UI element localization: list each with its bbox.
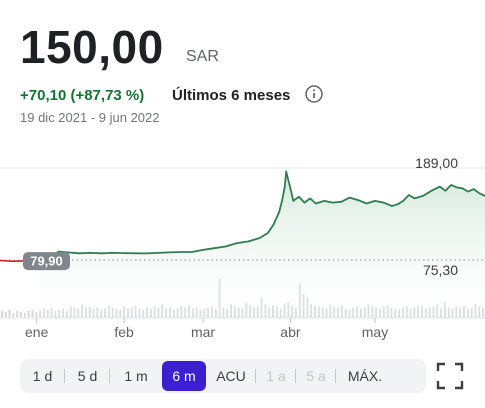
x-axis-ticks: ene feb mar abr may: [25, 318, 388, 340]
range-button[interactable]: 1 d: [20, 361, 65, 391]
volume-bar: [23, 312, 26, 317]
volume-bar: [4, 311, 7, 317]
volume-bar: [31, 309, 34, 317]
volume-bar: [12, 312, 15, 317]
low-value-label: 75,30: [423, 262, 458, 278]
x-tick-label: may: [362, 324, 388, 340]
volume-bar: [20, 311, 22, 317]
x-tick-label: abr: [280, 324, 301, 340]
range-button[interactable]: ACU: [206, 361, 256, 391]
range-button[interactable]: 5 d: [65, 361, 110, 391]
fullscreen-icon[interactable]: [436, 362, 464, 390]
price-change: +70,10 (+87,73 %): [20, 87, 145, 104]
range-button[interactable]: 6 m: [162, 361, 206, 391]
high-value-label: 189,00: [415, 155, 458, 171]
x-tick-label: ene: [25, 324, 49, 340]
range-button[interactable]: 1 m: [124, 368, 148, 384]
current-price: 150,00: [20, 21, 164, 73]
info-icon[interactable]: [305, 85, 323, 103]
price-line: [39, 170, 485, 262]
price-chart[interactable]: 79,90 189,00 75,30 ene feb mar abr may: [0, 140, 485, 350]
range-button: 1 a: [256, 361, 296, 391]
previous-close-badge: 79,90: [23, 252, 70, 271]
volume-bar: [8, 309, 11, 317]
volume-bar: [35, 311, 38, 317]
currency-code: SAR: [186, 48, 219, 65]
x-tick-label: feb: [114, 324, 134, 340]
price-area: [39, 171, 485, 316]
period-label: Últimos 6 meses: [172, 87, 291, 104]
previous-close-label: 79,90: [30, 254, 63, 269]
volume-bar: [27, 310, 30, 317]
volume-bar: [16, 310, 19, 317]
date-range: 19 dic 2021 - 9 jun 2022: [20, 110, 160, 125]
range-button[interactable]: MÁX.: [347, 368, 383, 384]
range-button: 5 a: [296, 361, 336, 391]
x-tick-label: mar: [191, 324, 215, 340]
volume-bar: [1, 310, 3, 317]
